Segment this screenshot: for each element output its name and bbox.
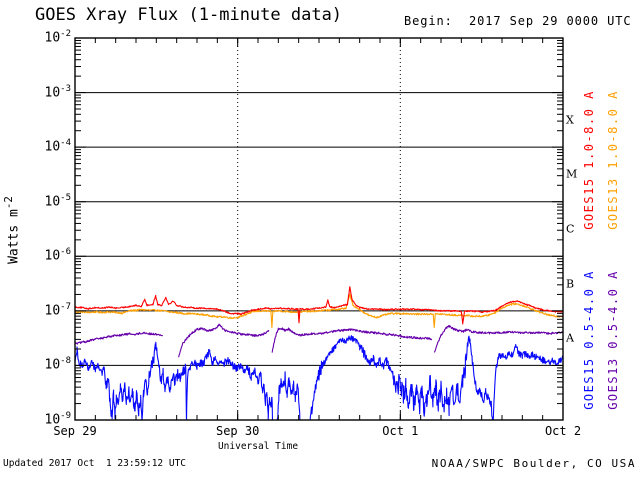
y-tick-label: 10-9 [44, 411, 72, 428]
series-label-goes15-long: GOES15 1.0-8.0 A [582, 90, 596, 230]
chart-title: GOES Xray Flux (1-minute data) [35, 5, 343, 25]
begin-time-label: Begin: 2017 Sep 29 0000 UTC [404, 14, 632, 28]
x-tick-label: Oct 1 [382, 424, 419, 438]
y-tick-label: 10-2 [44, 29, 72, 46]
gridlines [75, 38, 563, 420]
series-goes15-long [75, 286, 563, 325]
y-tick-label: 10-8 [44, 356, 72, 373]
y-tick-label: 10-5 [44, 192, 72, 210]
series-label-goes13-long: GOES13 1.0-8.0 A [606, 90, 620, 230]
y-tick-label: 10-4 [44, 138, 72, 155]
y-tick-label: 10-6 [44, 247, 72, 264]
axis-ticks [74, 37, 564, 421]
series-goes13-short [75, 323, 563, 358]
series-label-goes15-short: GOES15 0.5-4.0 A [582, 270, 596, 410]
data-series [75, 286, 563, 420]
flare-class-letter-b: B [566, 277, 575, 291]
attribution: NOAA/SWPC Boulder, CO USA [431, 457, 636, 470]
y-axis-label: Watts m-2 [2, 196, 22, 264]
x-tick-label: Oct 2 [544, 424, 582, 438]
y-tick-label: 10-3 [44, 83, 72, 101]
series-label-goes13-short: GOES13 0.5-4.0 A [606, 270, 620, 410]
plot-frame [74, 37, 564, 421]
series-goes15-short [75, 335, 563, 420]
flare-class-letter-x: X [566, 113, 574, 127]
series-goes13-long [75, 293, 563, 329]
flare-class-letter-c: C [566, 222, 575, 236]
flare-class-letter-a: A [566, 331, 574, 345]
flare-class-letter-m: M [566, 167, 578, 181]
y-tick-label: 10-7 [44, 302, 72, 319]
updated-timestamp: Updated 2017 Oct 1 23:59:12 UTC [3, 458, 187, 469]
x-tick-label: Sep 29 [53, 424, 97, 438]
x-tick-label: Sep 30 [215, 424, 260, 438]
x-axis-label: Universal Time [217, 441, 299, 452]
